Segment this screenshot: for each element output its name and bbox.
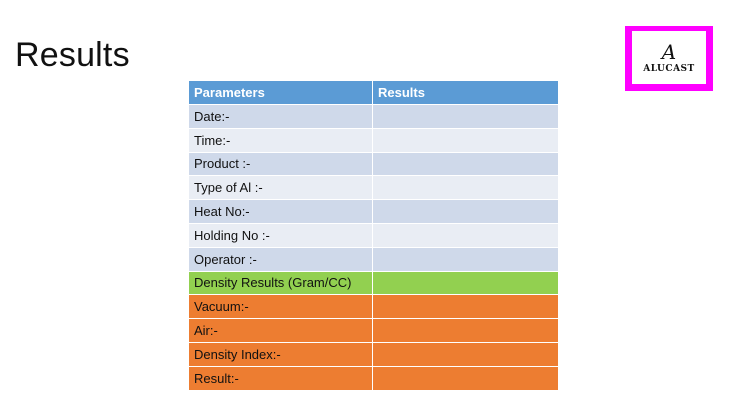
results-table: Parameters Results Date:- Time:- Product…	[188, 80, 559, 391]
header-results: Results	[372, 80, 559, 105]
row-label-operator: Operator :-	[188, 246, 373, 272]
row-label-time: Time:-	[188, 127, 373, 153]
row-value-holding-no[interactable]	[372, 222, 559, 248]
row-label-date: Date:-	[188, 104, 373, 129]
row-value-density-index[interactable]	[372, 341, 559, 367]
row-label-vacuum: Vacuum:-	[188, 294, 373, 320]
row-value-air[interactable]	[372, 318, 559, 343]
row-label-result: Result:-	[188, 365, 373, 391]
row-label-density-results: Density Results (Gram/CC)	[188, 270, 373, 296]
logo-text: ALUCAST	[643, 63, 695, 74]
row-value-heat-no[interactable]	[372, 199, 559, 224]
row-label-holding-no: Holding No :-	[188, 222, 373, 248]
table-row: Holding No :-	[188, 222, 559, 248]
table-header-row: Parameters Results	[188, 80, 559, 105]
table-section-row: Density Results (Gram/CC)	[188, 270, 559, 296]
row-value-vacuum[interactable]	[372, 294, 559, 320]
row-value-operator[interactable]	[372, 246, 559, 272]
table-row: Date:-	[188, 104, 559, 129]
table-row: Heat No:-	[188, 199, 559, 224]
table-row: Vacuum:-	[188, 294, 559, 320]
table-row: Type of Al :-	[188, 175, 559, 201]
row-label-heat-no: Heat No:-	[188, 199, 373, 224]
row-label-product: Product :-	[188, 151, 373, 177]
table-row: Density Index:-	[188, 341, 559, 367]
table-row: Air:-	[188, 318, 559, 343]
row-value-date[interactable]	[372, 104, 559, 129]
row-value-time[interactable]	[372, 127, 559, 153]
logo-inner: A ALUCAST	[632, 31, 706, 84]
table-row: Result:-	[188, 365, 559, 391]
logo-mark: A	[661, 39, 677, 64]
row-label-type-of-al: Type of Al :-	[188, 175, 373, 201]
table-row: Product :-	[188, 151, 559, 177]
slide-title: Results	[15, 36, 130, 74]
row-label-air: Air:-	[188, 318, 373, 343]
alucast-logo: A ALUCAST	[625, 26, 713, 91]
header-parameters: Parameters	[188, 80, 373, 105]
row-value-type-of-al[interactable]	[372, 175, 559, 201]
row-value-product[interactable]	[372, 151, 559, 177]
table-row: Time:-	[188, 127, 559, 153]
row-value-density-results	[372, 270, 559, 296]
table-row: Operator :-	[188, 246, 559, 272]
row-value-result[interactable]	[372, 365, 559, 391]
row-label-density-index: Density Index:-	[188, 341, 373, 367]
